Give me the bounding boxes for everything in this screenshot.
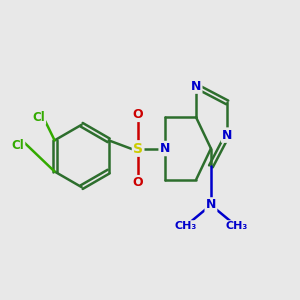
Text: N: N (160, 142, 170, 155)
Text: N: N (222, 129, 232, 142)
Text: Cl: Cl (11, 139, 24, 152)
Text: CH₃: CH₃ (175, 221, 197, 231)
Text: Cl: Cl (32, 111, 45, 124)
Text: O: O (133, 108, 143, 121)
Text: N: N (191, 80, 201, 93)
Text: CH₃: CH₃ (225, 221, 247, 231)
Text: S: S (133, 142, 143, 155)
Text: N: N (206, 199, 216, 212)
Text: O: O (133, 176, 143, 189)
